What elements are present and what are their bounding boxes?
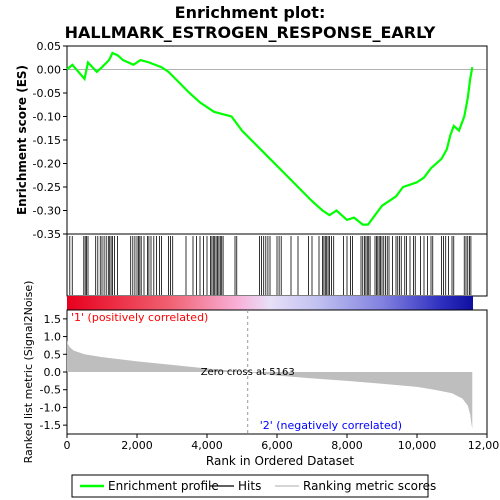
ranking-gradient bbox=[67, 296, 473, 310]
x-tick-label: 12,000 bbox=[468, 439, 500, 452]
es-ytick-label: -0.05 bbox=[33, 87, 61, 100]
ranking-color-bar bbox=[67, 296, 473, 310]
ranking-metric-area bbox=[67, 340, 473, 429]
x-tick-label: 10,000 bbox=[398, 439, 437, 452]
x-tick-label: 2,000 bbox=[121, 439, 153, 452]
metric-ytick-label: -0.5 bbox=[40, 384, 61, 397]
metric-ytick-label: 1.0 bbox=[44, 331, 62, 344]
metric-ytick-label: -1.5 bbox=[40, 419, 61, 432]
es-profile-line bbox=[66, 51, 474, 226]
metric-panel: 1.5 1.0 0.5 0.0 -0.5 -1.0 -1.5 '1' (positively… bbox=[22, 281, 488, 464]
es-ytick-label: -0.20 bbox=[33, 158, 61, 171]
zero-cross-label: Zero cross at 5163 bbox=[201, 367, 295, 378]
metric-ytick-label: 1.5 bbox=[44, 313, 62, 326]
legend: Enrichment profile Hits Ranking metric sco… bbox=[71, 474, 436, 498]
metric-ytick-label: 0.5 bbox=[44, 348, 62, 361]
negative-label: '2' (negatively correlated) bbox=[260, 419, 402, 432]
legend-label: Hits bbox=[238, 479, 261, 493]
x-axis: 0 2,000 4,000 6,000 8,000 10,000 12,000 bbox=[64, 434, 500, 452]
legend-box bbox=[71, 474, 429, 498]
legend-label: Ranking metric scores bbox=[303, 479, 436, 493]
x-tick-label: 4,000 bbox=[191, 439, 223, 452]
title-line-2: HALLMARK_ESTROGEN_RESPONSE_EARLY bbox=[65, 23, 436, 42]
es-ytick-label: -0.10 bbox=[33, 111, 61, 124]
es-panel: 0.05 0.00 -0.05 -0.10 -0.15 -0.20 -0.25 -0.30 -0… bbox=[15, 40, 488, 241]
positive-label: '1' (positively correlated) bbox=[71, 311, 208, 324]
metric-ytick-label: -1.0 bbox=[40, 401, 61, 414]
legend-label: Enrichment profile bbox=[108, 479, 219, 493]
metric-axis-label: Ranked list metric (Signal2Noise) bbox=[22, 281, 35, 464]
es-axis-label: Enrichment score (ES) bbox=[15, 65, 29, 215]
x-tick-label: 6,000 bbox=[261, 439, 293, 452]
x-tick-label: 0 bbox=[64, 439, 71, 452]
hits-panel bbox=[66, 233, 488, 297]
es-ytick-label: -0.35 bbox=[33, 228, 61, 241]
es-ytick-label: -0.30 bbox=[33, 205, 61, 218]
metric-ytick-label: 0.0 bbox=[44, 366, 62, 379]
es-ytick-label: -0.15 bbox=[33, 134, 61, 147]
es-ytick-label: 0.00 bbox=[37, 64, 62, 77]
es-ytick-label: -0.25 bbox=[33, 181, 61, 194]
title-line-1: Enrichment plot: bbox=[175, 3, 326, 22]
x-tick-label: 8,000 bbox=[331, 439, 363, 452]
es-ytick-label: 0.05 bbox=[37, 40, 62, 53]
es-panel-frame bbox=[66, 45, 488, 235]
x-axis-label: Rank in Ordered Dataset bbox=[206, 454, 354, 468]
